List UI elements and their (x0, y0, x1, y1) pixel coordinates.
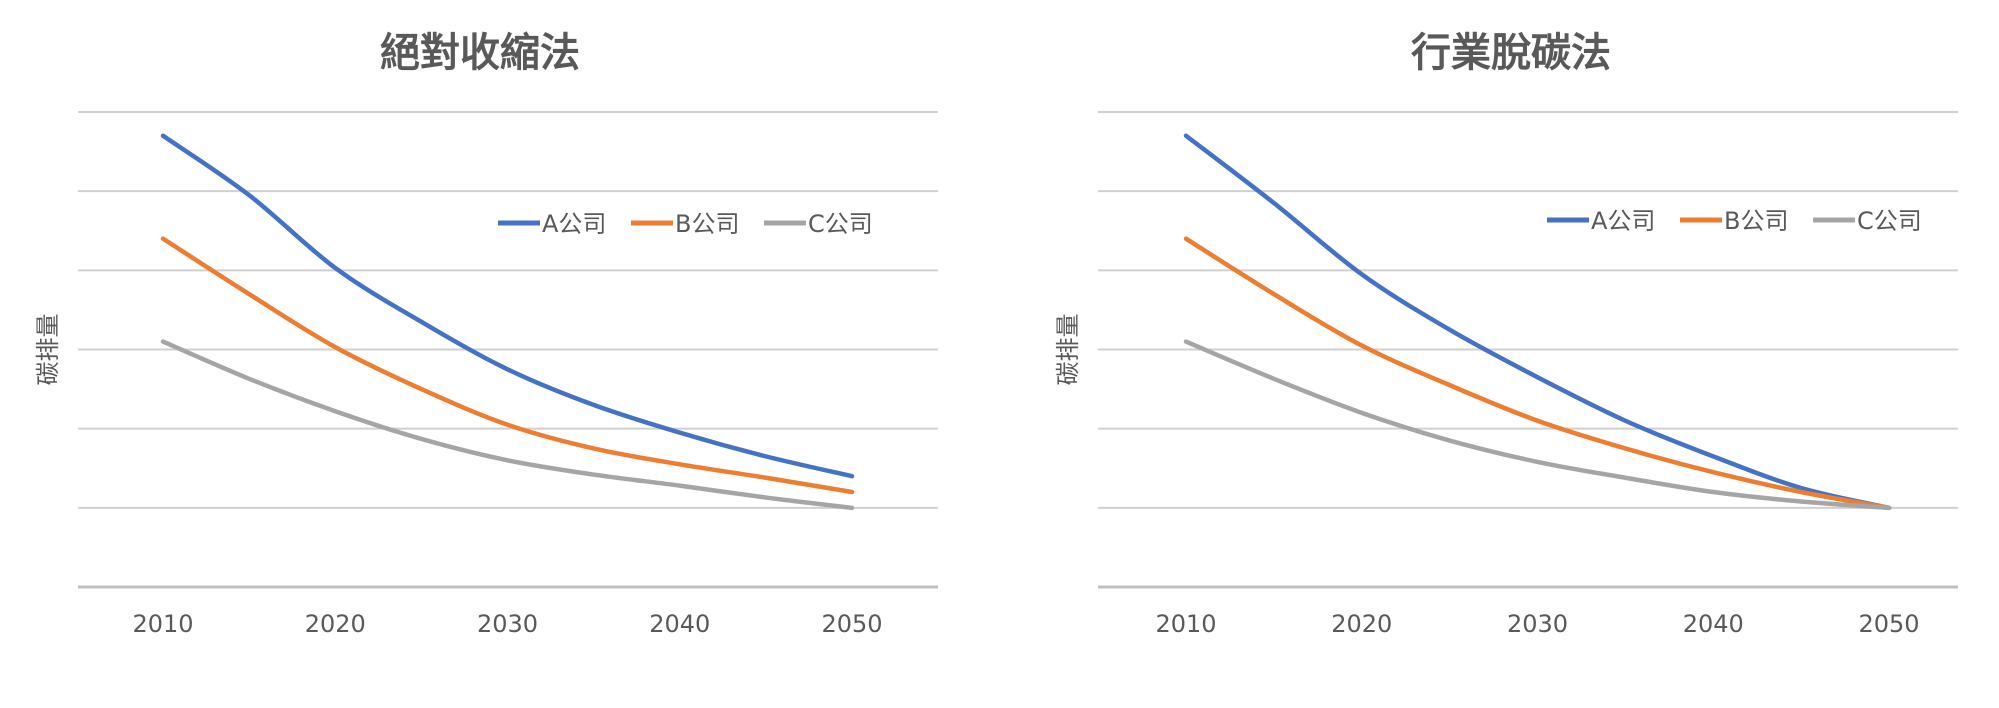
series-line-2 (1183, 236, 1892, 511)
chart-title: 行業脫碳法 (1411, 30, 1611, 76)
x-tick-label: 2020 (1331, 610, 1392, 638)
x-tick-label: 2050 (821, 610, 882, 638)
x-tick-label: 2010 (132, 610, 193, 638)
legend-label-1: A公司 (1591, 207, 1655, 235)
x-tick-label: 2050 (1858, 610, 1919, 638)
series-line-1 (1183, 133, 1892, 511)
x-tick-label: 2040 (1683, 610, 1744, 638)
series-line-2 (160, 236, 855, 495)
x-tick-label: 2010 (1155, 610, 1216, 638)
legend-label-1: A公司 (542, 210, 606, 238)
x-tick-label: 2040 (649, 610, 710, 638)
y-axis-label: 碳排量 (34, 314, 62, 386)
legend-label-2: B公司 (1724, 207, 1788, 235)
series-line-1 (160, 133, 855, 479)
x-tick-label: 2030 (1507, 610, 1568, 638)
series-line-3 (1183, 339, 1892, 511)
legend-label-2: B公司 (675, 210, 739, 238)
legend-label-3: C公司 (808, 210, 873, 238)
x-tick-label: 2030 (477, 610, 538, 638)
y-axis-label: 碳排量 (1054, 314, 1082, 386)
series-line-3 (160, 339, 855, 511)
legend-label-3: C公司 (1857, 207, 1922, 235)
chart-title: 絕對收縮法 (380, 30, 580, 76)
x-tick-label: 2020 (305, 610, 366, 638)
